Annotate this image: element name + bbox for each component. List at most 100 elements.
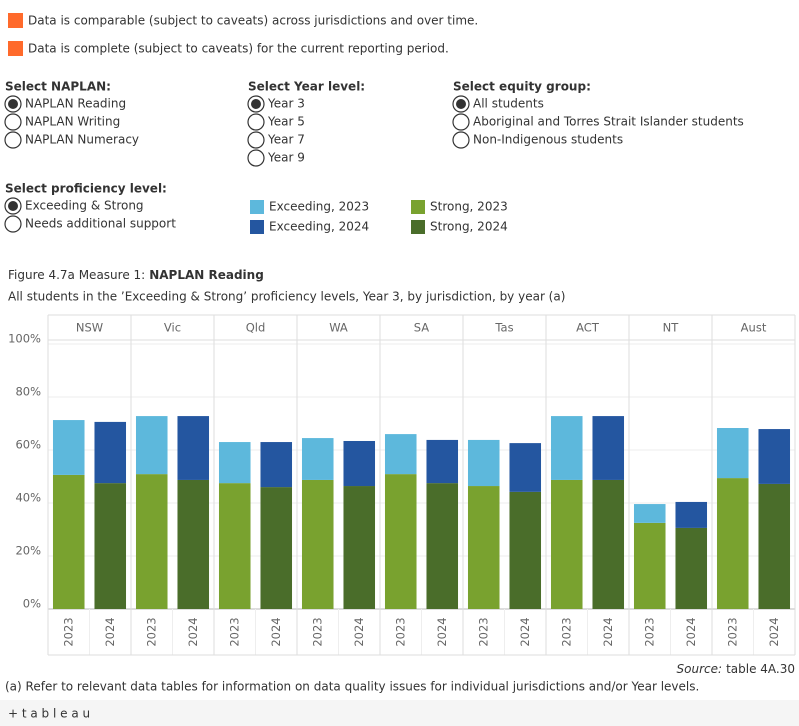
legend-swatch bbox=[250, 220, 264, 234]
legend-swatch bbox=[250, 200, 264, 214]
bar-segment bbox=[177, 479, 210, 609]
radio-button[interactable] bbox=[4, 131, 22, 149]
radio-label[interactable]: NAPLAN Reading bbox=[25, 97, 126, 111]
radio-label[interactable]: All students bbox=[473, 97, 544, 111]
radio-label[interactable]: Year 3 bbox=[267, 97, 305, 111]
control-label: Select NAPLAN: bbox=[5, 80, 111, 94]
bar-segment bbox=[675, 527, 708, 609]
x-tick-label: 2024 bbox=[684, 617, 698, 646]
legend-label: Exceeding, 2024 bbox=[269, 220, 369, 234]
source: Source: table 4A.30 bbox=[677, 662, 795, 676]
y-tick-label: 40% bbox=[15, 491, 41, 505]
facet-label: Aust bbox=[741, 321, 767, 335]
radio-button[interactable] bbox=[247, 113, 265, 131]
radio-dot bbox=[456, 99, 466, 109]
x-tick-label: 2024 bbox=[601, 617, 615, 646]
radio-label[interactable]: NAPLAN Numeracy bbox=[25, 133, 139, 147]
x-tick-label: 2024 bbox=[518, 617, 532, 646]
bar-segment bbox=[550, 479, 583, 609]
bar-segment bbox=[758, 429, 791, 484]
x-tick-label: 2024 bbox=[269, 617, 283, 646]
x-tick-label: 2023 bbox=[642, 617, 656, 646]
radio-label[interactable]: Needs additional support bbox=[25, 217, 176, 231]
radio-label[interactable]: Year 5 bbox=[267, 115, 305, 129]
bar-segment bbox=[343, 440, 376, 487]
chart-subtitle: All students in the ’Exceeding & Strong’… bbox=[8, 290, 565, 304]
bar-segment bbox=[52, 420, 85, 475]
x-tick-label: 2023 bbox=[725, 617, 739, 646]
bar-segment bbox=[467, 486, 500, 609]
bar-segment bbox=[135, 474, 168, 609]
title-prefix: Figure 4.7a Measure 1: bbox=[8, 268, 145, 282]
bar-segment bbox=[426, 439, 459, 484]
radio-label[interactable]: Aboriginal and Torres Strait Islander st… bbox=[473, 115, 744, 129]
radio-dot bbox=[251, 99, 261, 109]
bar-segment bbox=[633, 522, 666, 609]
bar-segment bbox=[426, 483, 459, 609]
radio-label[interactable]: NAPLAN Writing bbox=[25, 115, 120, 129]
x-tick-label: 2024 bbox=[767, 617, 781, 646]
bar-segment bbox=[94, 421, 127, 484]
x-tick-label: 2023 bbox=[144, 617, 158, 646]
radio-button[interactable] bbox=[247, 131, 265, 149]
radio-label[interactable]: Year 7 bbox=[267, 133, 305, 147]
y-tick-label: 100% bbox=[8, 332, 41, 346]
x-tick-label: 2023 bbox=[559, 617, 573, 646]
bar-segment bbox=[509, 443, 542, 492]
bar-segment bbox=[218, 483, 251, 609]
x-tick-label: 2024 bbox=[186, 617, 200, 646]
x-tick-label: 2023 bbox=[61, 617, 75, 646]
radio-button[interactable] bbox=[452, 131, 470, 149]
bar-segment bbox=[301, 479, 334, 609]
bar-segment bbox=[343, 486, 376, 609]
control-label: Select equity group: bbox=[453, 80, 591, 94]
brand-logo: + t a b l e a u bbox=[8, 707, 90, 721]
bar-segment bbox=[260, 442, 293, 488]
footnote: (a) Refer to relevant data tables for in… bbox=[5, 680, 699, 694]
radio-label[interactable]: Non-Indigenous students bbox=[473, 133, 623, 147]
bar-segment bbox=[218, 442, 251, 484]
facet-label: Qld bbox=[246, 321, 266, 335]
bar-segment bbox=[509, 491, 542, 609]
source-label: Source: bbox=[677, 662, 723, 676]
radio-label[interactable]: Exceeding & Strong bbox=[25, 199, 144, 213]
x-tick-label: 2023 bbox=[393, 617, 407, 646]
bar-segment bbox=[177, 416, 210, 480]
radio-button[interactable] bbox=[247, 149, 265, 167]
legend-swatch bbox=[411, 200, 425, 214]
bar-segment bbox=[52, 474, 85, 609]
radio-dot bbox=[8, 99, 18, 109]
bar-segment bbox=[94, 483, 127, 609]
bar-segment bbox=[384, 474, 417, 609]
radio-button[interactable] bbox=[452, 113, 470, 131]
chart-title: Figure 4.7a Measure 1: NAPLAN Reading bbox=[8, 268, 264, 282]
y-tick-label: 20% bbox=[15, 544, 41, 558]
control-label: Select Year level: bbox=[248, 80, 365, 94]
facet-label: Vic bbox=[164, 321, 181, 335]
radio-label[interactable]: Year 9 bbox=[267, 151, 305, 165]
legend-swatch bbox=[411, 220, 425, 234]
bar-segment bbox=[550, 416, 583, 480]
radio-button[interactable] bbox=[4, 215, 22, 233]
bar-segment bbox=[260, 487, 293, 609]
control-label: Select proficiency level: bbox=[5, 182, 167, 196]
legend-label: Strong, 2023 bbox=[430, 200, 508, 214]
note-text: Data is complete (subject to caveats) fo… bbox=[28, 42, 449, 56]
bar-segment bbox=[592, 479, 625, 609]
bar-segment bbox=[633, 504, 666, 523]
bar-segment bbox=[716, 428, 749, 479]
facet-label: NT bbox=[663, 321, 680, 335]
bar-segment bbox=[716, 478, 749, 609]
y-tick-label: 60% bbox=[15, 438, 41, 452]
bar-segment bbox=[592, 416, 625, 480]
bar-segment bbox=[467, 439, 500, 487]
y-tick-label: 80% bbox=[15, 385, 41, 399]
footer-bar bbox=[0, 700, 799, 726]
facet-label: SA bbox=[414, 321, 430, 335]
source-text: table 4A.30 bbox=[726, 662, 795, 676]
x-tick-label: 2023 bbox=[310, 617, 324, 646]
radio-button[interactable] bbox=[4, 113, 22, 131]
bar-segment bbox=[135, 416, 168, 475]
y-tick-label: 0% bbox=[23, 597, 41, 611]
